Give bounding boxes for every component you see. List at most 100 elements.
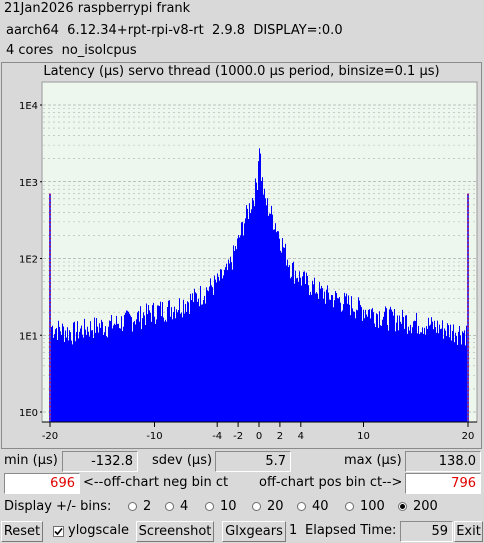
histogram-bar	[136, 319, 137, 422]
bins-radio-4[interactable]: 4	[165, 499, 188, 514]
histogram-bar	[286, 265, 287, 422]
histogram-bar	[383, 316, 384, 422]
histogram-bar	[360, 305, 361, 422]
histogram-bar	[98, 332, 99, 422]
histogram-bar	[123, 326, 124, 422]
histogram-bar	[203, 299, 204, 422]
histogram-bar	[251, 209, 252, 422]
histogram-bar	[459, 325, 460, 422]
histogram-bar	[391, 309, 392, 422]
sdev-label: sdev (µs)	[152, 453, 213, 468]
histogram-bar	[312, 280, 313, 422]
histogram-bar	[326, 289, 327, 422]
histogram-bar	[374, 323, 375, 422]
bins-radio-200[interactable]: 200	[398, 499, 438, 514]
histogram-bar	[212, 287, 213, 422]
histogram-bar	[192, 293, 193, 422]
bins-radio-100[interactable]: 100	[345, 499, 385, 514]
histogram-bar	[275, 223, 276, 422]
screenshot-button[interactable]: Screenshot	[136, 521, 214, 542]
histogram-bar	[70, 332, 71, 422]
histogram-bar	[127, 310, 128, 422]
histogram-bar	[417, 333, 418, 422]
histogram-bar	[465, 345, 466, 422]
histogram-bar	[181, 312, 182, 422]
bins-radio-40[interactable]: 40	[297, 499, 329, 514]
histogram-bar	[221, 269, 222, 422]
histogram-bar	[445, 330, 446, 422]
histogram-bar	[165, 319, 166, 422]
histogram-bar	[452, 330, 453, 422]
x-tick-label: 0	[256, 431, 262, 442]
histogram-bar	[171, 307, 172, 422]
histogram-bar	[346, 293, 347, 422]
exit-button[interactable]: Exit	[454, 521, 483, 542]
histogram-bar	[201, 304, 202, 422]
histogram-bar	[191, 300, 192, 422]
x-tick-label: 20	[462, 431, 475, 442]
histogram-bar	[307, 275, 308, 422]
histogram-bar	[281, 252, 282, 422]
histogram-bar	[381, 325, 382, 422]
histogram-bar	[249, 203, 250, 422]
histogram-bar	[279, 238, 280, 422]
histogram-bar	[419, 334, 420, 422]
histogram-bar	[369, 309, 370, 422]
histogram-bar	[442, 320, 443, 422]
histogram-bar	[303, 271, 304, 422]
histogram-bar	[401, 323, 402, 422]
histogram-bar	[230, 256, 231, 422]
histogram-bar	[340, 302, 341, 422]
histogram-bar	[316, 292, 317, 422]
histogram-bar	[299, 271, 300, 422]
histogram-bar	[196, 293, 197, 422]
histogram-bar	[440, 329, 441, 422]
histogram-bar	[437, 320, 438, 422]
histogram-bar	[377, 314, 378, 422]
histogram-bar	[198, 298, 199, 422]
histogram-bar	[305, 283, 306, 422]
histogram-bar	[454, 342, 455, 422]
histogram-bar	[385, 306, 386, 422]
histogram-bar	[315, 293, 316, 422]
histogram-bar	[96, 318, 97, 422]
histogram-bar	[382, 319, 383, 422]
histogram-bar	[227, 270, 228, 422]
histogram-bar	[271, 205, 272, 422]
histogram-bar	[356, 309, 357, 422]
histogram-bar	[134, 320, 135, 422]
histogram-bar	[386, 308, 387, 422]
histogram-bar	[446, 336, 447, 422]
histogram-bar	[333, 307, 334, 422]
histogram-bar	[255, 178, 256, 422]
histogram-bar	[107, 337, 108, 422]
histogram-bar	[309, 295, 310, 422]
bins-radio-10[interactable]: 10	[205, 499, 237, 514]
histogram-bar	[111, 315, 112, 422]
histogram-bar	[388, 330, 389, 422]
histogram-bar	[241, 222, 242, 422]
histogram-bar	[178, 310, 179, 422]
histogram-bar	[238, 235, 239, 422]
sdev-value: 5.7	[215, 451, 291, 472]
histogram-bar	[402, 309, 403, 422]
x-tick-label: -20	[42, 431, 58, 442]
plot-title: Latency (µs) servo thread (1000.0 µs per…	[43, 64, 440, 79]
histogram-bar	[438, 333, 439, 422]
ylogscale-checkbox[interactable]	[53, 526, 64, 537]
bins-radio-2[interactable]: 2	[128, 499, 151, 514]
histogram-bar	[167, 307, 168, 422]
histogram-bar	[457, 344, 458, 422]
bins-radio-20[interactable]: 20	[252, 499, 284, 514]
histogram-bar	[372, 308, 373, 422]
histogram-bar	[339, 297, 340, 422]
histogram-bar	[425, 334, 426, 422]
histogram-bar	[69, 330, 70, 422]
histogram-bar	[342, 310, 343, 422]
x-tick-label: -2	[233, 431, 243, 442]
histogram-bar	[252, 198, 253, 422]
glxgears-button[interactable]: Glxgears	[222, 521, 286, 542]
reset-button[interactable]: Reset	[1, 521, 43, 542]
neg-bin-count: 696	[4, 473, 80, 494]
histogram-bar	[177, 312, 178, 422]
